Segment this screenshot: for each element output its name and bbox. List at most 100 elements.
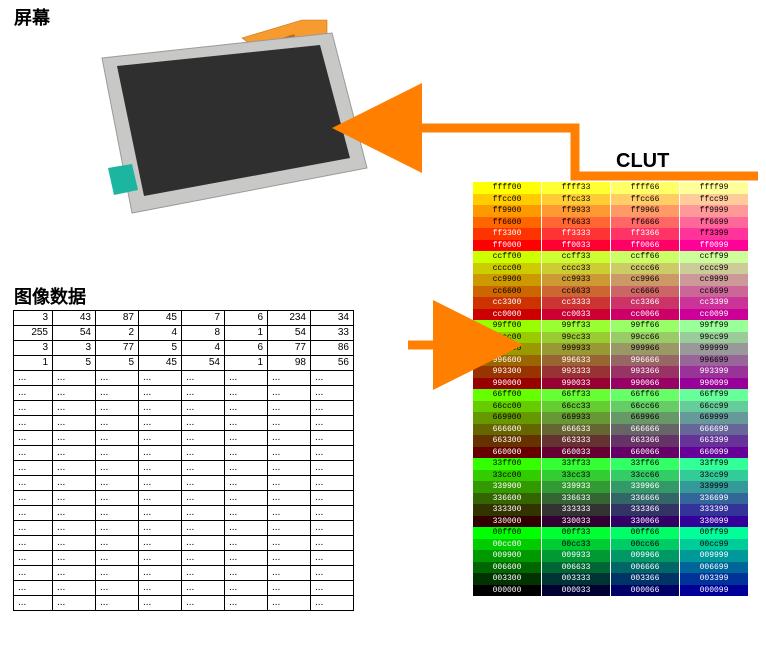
clut-cell: cccc99: [680, 263, 749, 275]
clut-cell: 00cc99: [680, 539, 749, 551]
table-cell: ...: [268, 566, 311, 581]
clut-cell: 33ff99: [680, 458, 749, 470]
clut-cell: 999933: [542, 343, 611, 355]
image-data-title: 图像数据: [14, 283, 86, 309]
table-cell: ...: [53, 431, 96, 446]
clut-cell: 660099: [680, 447, 749, 459]
clut-cell: ccff33: [542, 251, 611, 263]
table-cell: 255: [14, 326, 53, 341]
clut-cell: 336699: [680, 493, 749, 505]
table-cell: ...: [268, 371, 311, 386]
table-cell: ...: [14, 521, 53, 536]
table-cell: ...: [311, 416, 354, 431]
table-cell: ...: [139, 401, 182, 416]
table-cell: 5: [139, 341, 182, 356]
clut-cell: 993366: [611, 366, 680, 378]
table-row: ........................: [14, 521, 354, 536]
table-cell: 1: [225, 326, 268, 341]
table-cell: ...: [14, 386, 53, 401]
table-cell: ...: [96, 416, 139, 431]
table-row: ........................: [14, 386, 354, 401]
table-cell: ...: [182, 581, 225, 596]
clut-cell: 00cc33: [542, 539, 611, 551]
table-cell: ...: [225, 551, 268, 566]
table-cell: ...: [53, 536, 96, 551]
clut-cell: 00cc66: [611, 539, 680, 551]
table-cell: ...: [311, 431, 354, 446]
clut-cell: 666600: [473, 424, 542, 436]
clut-cell: 990066: [611, 378, 680, 390]
table-cell: ...: [268, 521, 311, 536]
clut-cell: 66cc33: [542, 401, 611, 413]
clut-cell: 339900: [473, 481, 542, 493]
clut-row: 996600996633996666996699: [473, 355, 749, 367]
clut-row: 990000990033990066990099: [473, 378, 749, 390]
clut-row: 666600666633666666666699: [473, 424, 749, 436]
table-row: ........................: [14, 506, 354, 521]
table-row: ........................: [14, 476, 354, 491]
clut-cell: 339966: [611, 481, 680, 493]
clut-row: ff3300ff3333ff3366ff3399: [473, 228, 749, 240]
clut-table: ffff00ffff33ffff66ffff99ffcc00ffcc33ffcc…: [472, 182, 749, 596]
table-cell: 1: [225, 356, 268, 371]
table-cell: ...: [14, 566, 53, 581]
table-cell: ...: [96, 446, 139, 461]
clut-cell: 66cc99: [680, 401, 749, 413]
clut-cell: 993300: [473, 366, 542, 378]
table-cell: ...: [225, 521, 268, 536]
clut-cell: 33ff66: [611, 458, 680, 470]
table-row: 33775467786: [14, 341, 354, 356]
table-row: ........................: [14, 536, 354, 551]
table-row: ........................: [14, 431, 354, 446]
clut-cell: ff6666: [611, 217, 680, 229]
clut-cell: 333300: [473, 504, 542, 516]
clut-cell: 33cc66: [611, 470, 680, 482]
table-cell: ...: [53, 401, 96, 416]
clut-cell: 999966: [611, 343, 680, 355]
clut-cell: 006600: [473, 562, 542, 574]
table-row: ........................: [14, 446, 354, 461]
table-cell: ...: [268, 476, 311, 491]
table-cell: ...: [53, 491, 96, 506]
table-cell: ...: [14, 461, 53, 476]
clut-cell: 990033: [542, 378, 611, 390]
clut-cell: 669900: [473, 412, 542, 424]
table-cell: 4: [139, 326, 182, 341]
table-cell: 3: [14, 311, 53, 326]
clut-title: CLUT: [616, 150, 669, 173]
clut-row: 336600336633336666336699: [473, 493, 749, 505]
table-cell: ...: [311, 491, 354, 506]
table-cell: ...: [96, 401, 139, 416]
table-row: 34387457623434: [14, 311, 354, 326]
table-row: ........................: [14, 596, 354, 611]
clut-cell: ffff00: [473, 182, 542, 194]
clut-cell: 333333: [542, 504, 611, 516]
table-cell: ...: [182, 371, 225, 386]
table-cell: ...: [268, 581, 311, 596]
clut-cell: 006633: [542, 562, 611, 574]
clut-cell: cc0066: [611, 309, 680, 321]
table-cell: 5: [96, 356, 139, 371]
clut-cell: 99cc33: [542, 332, 611, 344]
table-cell: ...: [311, 581, 354, 596]
clut-row: 00ff0000ff3300ff6600ff99: [473, 527, 749, 539]
clut-row: 993300993333993366993399: [473, 366, 749, 378]
table-cell: ...: [268, 596, 311, 611]
table-cell: ...: [182, 461, 225, 476]
table-cell: ...: [182, 506, 225, 521]
table-cell: ...: [311, 386, 354, 401]
table-cell: ...: [14, 536, 53, 551]
table-cell: 54: [182, 356, 225, 371]
table-cell: ...: [96, 506, 139, 521]
image-data-table-wrap: 3438745762343425554248154333377546778615…: [13, 310, 354, 611]
table-cell: ...: [139, 536, 182, 551]
clut-cell: 000066: [611, 585, 680, 597]
clut-cell: 000099: [680, 585, 749, 597]
table-cell: ...: [139, 446, 182, 461]
table-cell: ...: [53, 566, 96, 581]
table-cell: 86: [311, 341, 354, 356]
table-cell: ...: [14, 491, 53, 506]
table-cell: ...: [182, 431, 225, 446]
clut-cell: 336666: [611, 493, 680, 505]
table-row: 155455419856: [14, 356, 354, 371]
